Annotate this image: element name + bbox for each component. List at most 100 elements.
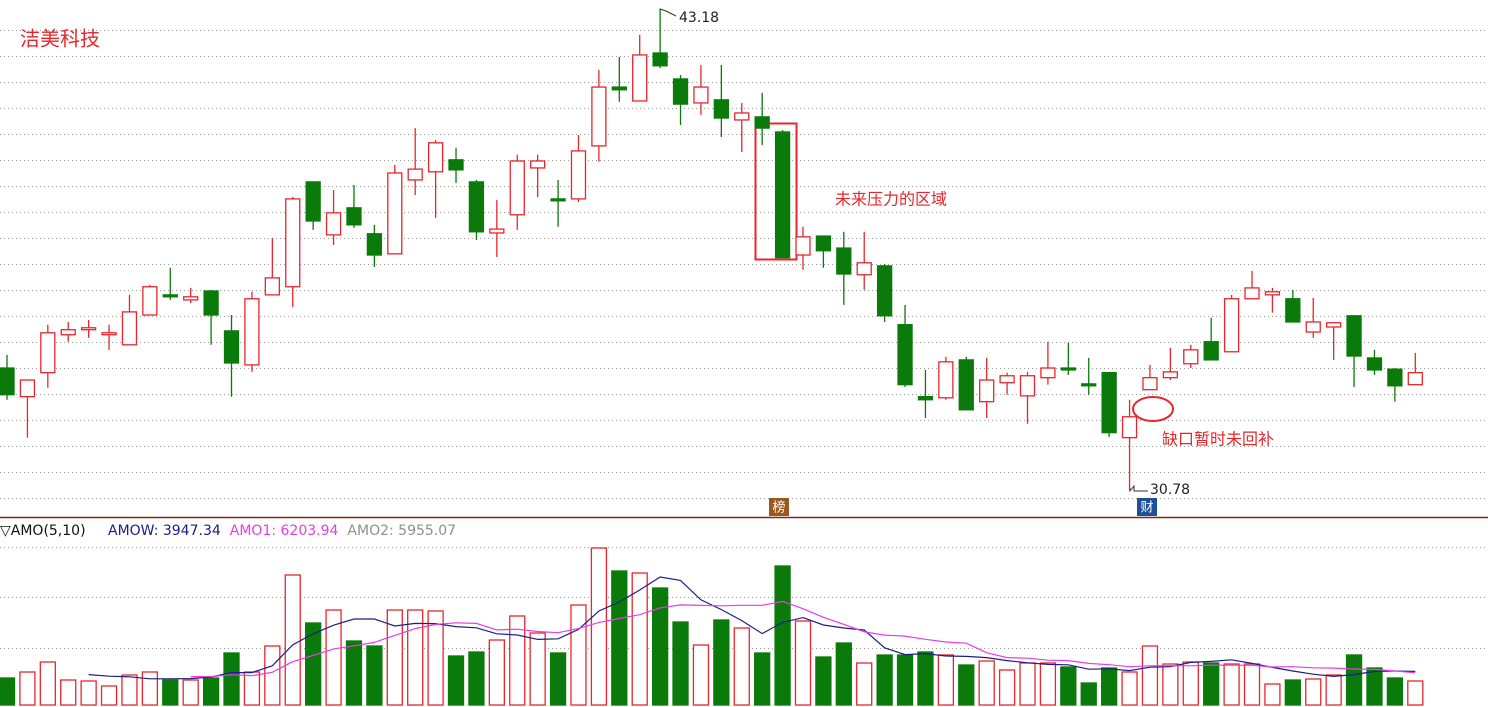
candle-body bbox=[1326, 322, 1342, 328]
candle-body bbox=[509, 160, 525, 216]
candle-body bbox=[672, 78, 689, 105]
volume-bar bbox=[284, 574, 301, 706]
max-arrow bbox=[659, 8, 677, 17]
candle-body bbox=[713, 99, 729, 119]
candle-body bbox=[305, 181, 321, 222]
candle-body bbox=[285, 198, 301, 288]
candle-body bbox=[652, 52, 668, 67]
candle-body bbox=[1019, 375, 1036, 397]
volume-bar bbox=[1039, 662, 1057, 706]
average-line bbox=[88, 576, 1416, 680]
candle-body bbox=[1305, 321, 1321, 333]
candle-body bbox=[448, 159, 464, 171]
volume-bar bbox=[631, 572, 648, 706]
volume-bar bbox=[590, 547, 608, 706]
volume-bar bbox=[243, 671, 261, 706]
chart-title: 洁美科技 bbox=[20, 27, 100, 51]
candle-body bbox=[489, 228, 505, 234]
candle-body bbox=[1081, 383, 1097, 387]
volume-bar bbox=[937, 654, 955, 706]
candle-body bbox=[101, 332, 117, 336]
candle-body bbox=[1142, 377, 1158, 391]
candle-body bbox=[60, 329, 76, 336]
legend-entry: AMO2: 5955.07 bbox=[347, 523, 456, 539]
volume-bar bbox=[1223, 663, 1240, 706]
candle-body bbox=[938, 361, 954, 399]
candle-body bbox=[1101, 372, 1117, 434]
candle-body bbox=[856, 262, 872, 276]
volume-bar bbox=[570, 604, 587, 706]
candle-body bbox=[693, 86, 709, 104]
volume-bar bbox=[304, 622, 322, 706]
candle-body bbox=[999, 375, 1015, 384]
volume-bar bbox=[19, 671, 36, 706]
volume-bar bbox=[733, 627, 750, 706]
candle-body bbox=[1183, 349, 1199, 365]
volume-bar bbox=[529, 632, 546, 706]
volume-bar bbox=[488, 639, 505, 706]
candle-body bbox=[387, 172, 403, 255]
volume-bar bbox=[1407, 680, 1424, 706]
candle-body bbox=[142, 286, 158, 316]
candle-body bbox=[121, 311, 138, 346]
candle-body bbox=[958, 359, 974, 411]
volume-bar bbox=[917, 651, 934, 706]
candle-body bbox=[244, 298, 260, 366]
volume-bar bbox=[1019, 662, 1036, 706]
candle-body bbox=[979, 379, 995, 403]
candle-body bbox=[468, 181, 485, 233]
candle-body bbox=[0, 367, 15, 396]
volume-bar bbox=[325, 609, 342, 706]
volume-bar bbox=[692, 644, 710, 706]
candle-body bbox=[815, 235, 832, 252]
volume-bar bbox=[427, 610, 444, 706]
marker: 榜 bbox=[772, 500, 785, 516]
note: 未来压力的区域 bbox=[835, 190, 947, 209]
volume-bar bbox=[264, 645, 281, 706]
volume-bar bbox=[509, 615, 526, 706]
volume-bar bbox=[1325, 674, 1342, 706]
candle-body bbox=[550, 198, 566, 202]
volume-bar bbox=[345, 640, 363, 706]
volume-bar bbox=[611, 570, 628, 706]
candle-body bbox=[1387, 368, 1403, 387]
highlight-box bbox=[754, 122, 798, 261]
volume-bar bbox=[60, 679, 77, 706]
candle-body bbox=[876, 265, 893, 317]
candle-body bbox=[1407, 372, 1423, 386]
candle-body bbox=[774, 131, 791, 259]
note: 缺口暂时未回补 bbox=[1162, 430, 1274, 449]
candle-body bbox=[1203, 341, 1219, 361]
volume-bar bbox=[1284, 679, 1301, 706]
volume-bar bbox=[447, 655, 465, 706]
volume-bar bbox=[978, 660, 995, 706]
volume-bar bbox=[958, 664, 975, 706]
candle-body bbox=[897, 324, 913, 386]
candle-body bbox=[264, 277, 280, 296]
candle-body bbox=[795, 236, 811, 256]
min-label: 30.78 bbox=[1150, 482, 1190, 498]
volume-bar bbox=[713, 619, 730, 706]
volume-bar bbox=[80, 680, 97, 706]
candle-body bbox=[1285, 298, 1301, 323]
candle-body bbox=[80, 327, 97, 331]
volume-bar bbox=[549, 652, 567, 706]
candle-body bbox=[1040, 367, 1056, 379]
candle-body bbox=[427, 142, 444, 173]
volume-bar bbox=[39, 661, 56, 706]
candle-body bbox=[836, 247, 852, 275]
volume-bar bbox=[794, 620, 812, 706]
candle-body bbox=[366, 233, 383, 256]
candle-body bbox=[734, 112, 750, 121]
volume-bar bbox=[1182, 661, 1199, 706]
volume-bar bbox=[835, 642, 852, 706]
volume-bar bbox=[1121, 671, 1138, 706]
volume-bar bbox=[876, 654, 893, 706]
candle-body bbox=[203, 290, 219, 316]
volume-bar bbox=[1162, 663, 1179, 706]
candle-body bbox=[754, 116, 770, 129]
volume-bar bbox=[1080, 682, 1097, 706]
legend-entry: AMO1: 6203.94 bbox=[230, 523, 339, 539]
volume-bar bbox=[672, 621, 689, 706]
candle-body bbox=[1060, 367, 1076, 371]
